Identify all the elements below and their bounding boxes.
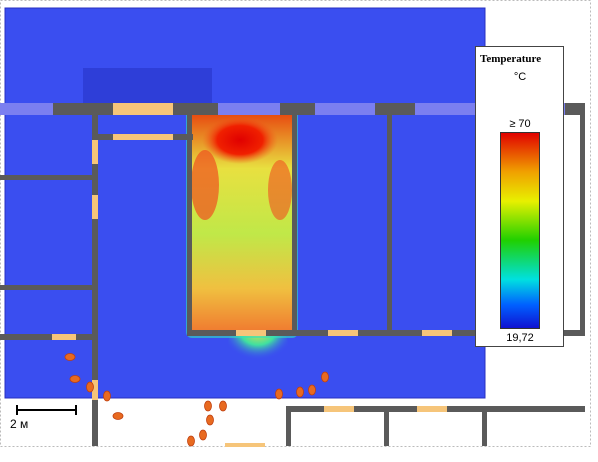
legend: Temperature °C ≥ 70 19,72: [475, 46, 564, 347]
hot-spot: [202, 116, 278, 164]
scale-label: 2 м: [10, 417, 28, 431]
scale-bar: 2 м: [10, 405, 77, 431]
occupants: [64, 353, 329, 447]
walls: [0, 103, 585, 447]
hot-spot: [268, 160, 292, 220]
legend-min: 19,72: [506, 332, 534, 344]
legend-unit: °C: [514, 71, 526, 83]
color-scale: [500, 132, 540, 329]
cool-zone: [83, 68, 212, 103]
legend-max: ≥ 70: [509, 118, 530, 130]
hot-spot: [191, 150, 219, 220]
legend-title: Temperature: [480, 53, 541, 65]
viewport-border: [0, 0, 591, 447]
